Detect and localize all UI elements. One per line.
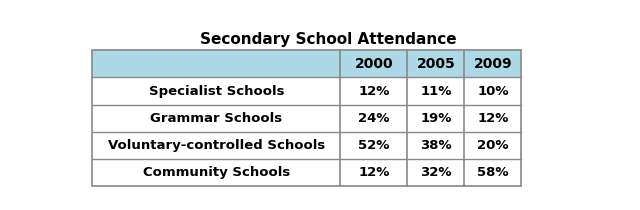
Text: 2005: 2005 <box>417 57 455 71</box>
Text: 32%: 32% <box>420 166 452 179</box>
Text: Community Schools: Community Schools <box>143 166 290 179</box>
Text: 12%: 12% <box>358 84 390 97</box>
Text: 12%: 12% <box>358 166 390 179</box>
Text: 12%: 12% <box>477 112 509 125</box>
Text: 38%: 38% <box>420 139 452 152</box>
Text: Grammar Schools: Grammar Schools <box>150 112 282 125</box>
Text: 58%: 58% <box>477 166 509 179</box>
Text: Specialist Schools: Specialist Schools <box>148 84 284 97</box>
Text: 52%: 52% <box>358 139 390 152</box>
Text: 20%: 20% <box>477 139 509 152</box>
Text: 2009: 2009 <box>474 57 512 71</box>
Text: 24%: 24% <box>358 112 390 125</box>
Text: 10%: 10% <box>477 84 509 97</box>
Text: Secondary School Attendance: Secondary School Attendance <box>200 32 456 47</box>
Text: 19%: 19% <box>420 112 452 125</box>
Text: Voluntary-controlled Schools: Voluntary-controlled Schools <box>108 139 325 152</box>
Text: 2000: 2000 <box>355 57 393 71</box>
Text: 11%: 11% <box>420 84 452 97</box>
